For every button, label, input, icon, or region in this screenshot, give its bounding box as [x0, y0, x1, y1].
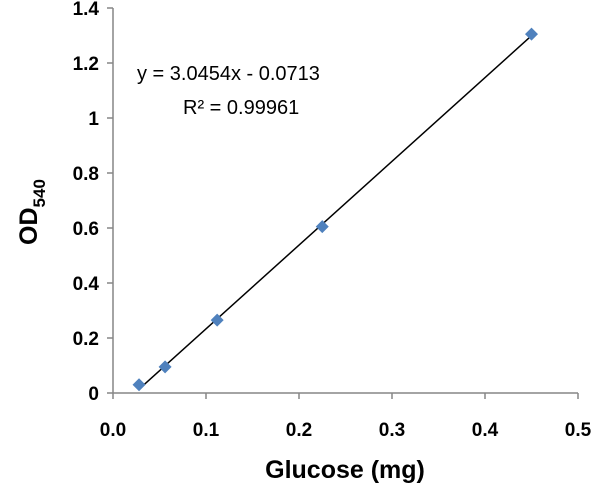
data-point — [132, 378, 146, 392]
trendline — [138, 35, 533, 390]
trendline-layer — [138, 35, 533, 390]
y-tick-label: 0.6 — [73, 219, 99, 240]
trendline-equation: y = 3.0454x - 0.0713 — [137, 63, 320, 85]
x-tick-label: 0.1 — [193, 420, 220, 441]
x-tick-label: 0.3 — [379, 420, 405, 441]
x-tick-label: 0.4 — [472, 420, 499, 441]
axes-layer — [112, 8, 578, 394]
x-tick-label: 0.0 — [100, 420, 126, 441]
ticks-layer: 0.0 0.1 0.2 0.3 0.4 0.5 0 0.2 0.4 0.6 0.8 1 1.2 1.4 — [73, 0, 592, 441]
data-point — [158, 360, 172, 374]
data-point — [315, 220, 329, 234]
x-axis-title: Glucose (mg) — [265, 456, 425, 484]
y-axis-title: OD540 — [15, 179, 49, 245]
r-squared-label: R² = 0.99961 — [183, 97, 299, 119]
y-tick-label: 0.4 — [73, 274, 100, 295]
data-points-layer — [132, 27, 538, 392]
y-axis-title-subscript: 540 — [30, 179, 49, 207]
y-tick-label: 1.2 — [73, 54, 99, 75]
data-point — [210, 313, 224, 327]
y-tick-label: 0 — [88, 384, 99, 405]
y-axis-title-main: OD — [15, 207, 43, 245]
y-tick-label: 1 — [88, 109, 99, 130]
y-tick-label: 0.2 — [73, 329, 99, 350]
y-tick-label: 0.8 — [73, 164, 99, 185]
y-tick-label: 1.4 — [73, 0, 100, 20]
x-tick-label: 0.2 — [286, 420, 312, 441]
data-point — [525, 27, 538, 41]
x-tick-label: 0.5 — [565, 420, 592, 441]
